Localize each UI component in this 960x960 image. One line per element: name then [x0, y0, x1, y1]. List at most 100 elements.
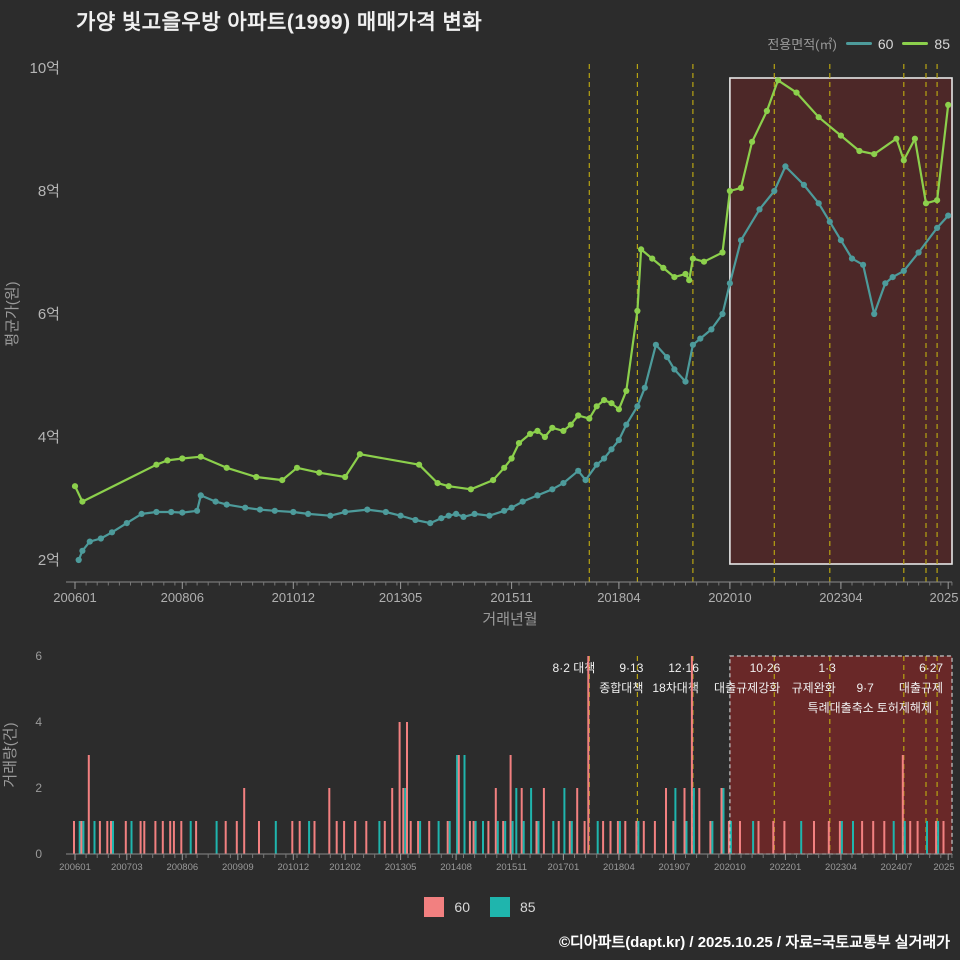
- bar-60: [901, 755, 904, 854]
- bar-85: [530, 788, 533, 854]
- bar-85: [215, 821, 218, 854]
- legend-label-60: 60: [877, 35, 894, 52]
- bar-60: [468, 821, 471, 854]
- data-point-60: [708, 326, 715, 333]
- data-point-60: [549, 486, 556, 493]
- bar-60: [709, 821, 712, 854]
- bar-swatch-85-icon: [490, 897, 510, 917]
- bar-60: [690, 656, 693, 854]
- bar-60: [635, 821, 638, 854]
- data-point-60: [575, 467, 582, 474]
- data-point-85: [534, 427, 541, 434]
- legend-label-85: 85: [934, 35, 950, 52]
- data-point-60: [719, 310, 726, 318]
- data-point-60: [737, 237, 745, 244]
- x-tick-label: 201305: [379, 590, 422, 605]
- bar-60: [772, 821, 775, 854]
- data-point-60: [593, 461, 600, 468]
- bar-60: [143, 821, 146, 854]
- bar-85: [522, 821, 525, 854]
- data-point-60: [223, 501, 230, 508]
- volume-y-tick-label: 4: [35, 715, 42, 729]
- data-point-85: [601, 397, 608, 404]
- data-point-60: [934, 224, 941, 231]
- data-point-60: [194, 507, 201, 514]
- bar-60: [291, 821, 294, 854]
- data-point-85: [749, 138, 756, 145]
- bar-85: [926, 821, 928, 854]
- data-point-60: [615, 437, 623, 444]
- data-point-60: [860, 261, 867, 268]
- volume-legend-label-85: 85: [520, 899, 536, 915]
- bar-60: [172, 821, 175, 854]
- data-point-60: [471, 510, 478, 517]
- data-point-85: [638, 246, 645, 253]
- bar-85: [722, 788, 725, 854]
- data-point-85: [416, 461, 423, 468]
- bar-60: [624, 821, 627, 854]
- bar-60: [472, 821, 475, 854]
- volume-x-tick-label: 202407: [881, 862, 913, 873]
- bar-60: [398, 722, 401, 854]
- bar-60: [446, 821, 449, 854]
- y-tick-label: 8억: [38, 183, 60, 200]
- bar-60: [235, 821, 238, 854]
- data-point-85: [549, 424, 556, 431]
- volume-x-tick-label: 201804: [603, 862, 635, 873]
- data-point-85: [593, 403, 600, 410]
- data-point-60: [327, 512, 334, 519]
- data-point-60: [623, 421, 630, 428]
- data-point-85: [515, 440, 523, 447]
- data-point-85: [508, 455, 515, 462]
- data-point-85: [700, 258, 708, 265]
- bar-60: [154, 821, 157, 854]
- bar-60: [124, 821, 127, 854]
- line-path-85: [74, 79, 950, 503]
- data-point-60: [882, 280, 889, 287]
- bar-swatch-60-icon: [424, 897, 445, 917]
- volume-y-tick-label: 2: [35, 781, 42, 795]
- bar-85: [552, 821, 555, 854]
- data-point-60: [815, 200, 822, 207]
- data-point-60: [671, 366, 678, 373]
- x-axis-title: 거래년월: [482, 611, 537, 628]
- volume-x-tick-label: 201511: [496, 862, 527, 873]
- bar-60: [161, 821, 164, 854]
- bar-85: [618, 821, 621, 854]
- data-point-85: [253, 473, 260, 481]
- data-point-85: [815, 114, 822, 121]
- bar-60: [365, 821, 368, 854]
- data-point-60: [889, 274, 896, 281]
- x-tick-label: 2025: [930, 590, 959, 605]
- data-point-85: [316, 469, 323, 476]
- bar-85: [78, 821, 81, 854]
- volume-legend: 60 85: [0, 897, 960, 917]
- bar-85: [496, 821, 499, 854]
- data-point-60: [652, 341, 660, 348]
- x-tick-label: 200601: [53, 590, 96, 605]
- data-point-60: [601, 455, 608, 462]
- data-point-60: [179, 509, 186, 516]
- page-title: 가양 빛고을우방 아파트(1999) 매매가격 변화: [76, 11, 483, 34]
- volume-x-tick-label: 202201: [770, 862, 802, 873]
- bar-60: [576, 788, 579, 854]
- data-point-85: [445, 483, 452, 490]
- bar-60: [139, 821, 142, 854]
- data-point-60: [501, 507, 508, 514]
- bar-60: [739, 821, 741, 854]
- bar-60: [683, 788, 686, 854]
- data-point-85: [634, 307, 641, 314]
- bar-85: [474, 821, 477, 854]
- bar-85: [504, 821, 507, 854]
- data-point-60: [848, 255, 856, 262]
- bar-60: [494, 788, 497, 854]
- bar-60: [406, 722, 408, 854]
- data-point-60: [242, 504, 249, 511]
- data-point-85: [279, 477, 286, 484]
- event-label: 8·2 대책: [553, 660, 596, 675]
- bar-60: [520, 788, 523, 854]
- data-point-85: [686, 277, 693, 284]
- data-point-60: [534, 492, 541, 499]
- data-point-60: [438, 515, 445, 522]
- data-point-60: [560, 480, 567, 487]
